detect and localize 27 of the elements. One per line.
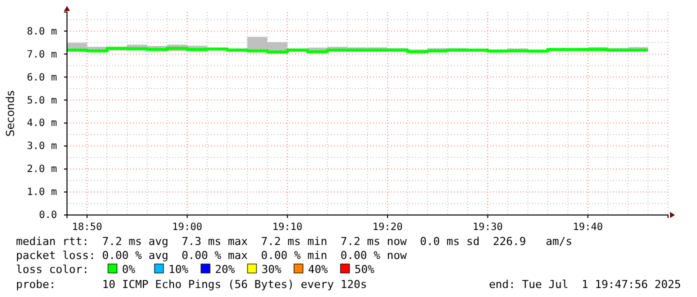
y-tick-label: 7.0 m bbox=[26, 49, 57, 60]
text: probe: 10 ICMP Echo Pings (56 Bytes) every 120s bbox=[16, 278, 367, 291]
y-tick-label: 5.0 m bbox=[26, 95, 57, 106]
text: packet loss: 0.00 % avg 0.00 % max 0.00 % min 0.00 % now bbox=[16, 249, 408, 262]
x-tick-label: 19:10 bbox=[272, 222, 302, 233]
y-tick-label: 2.0 m bbox=[26, 164, 57, 176]
x-tick-label: 19:00 bbox=[172, 222, 202, 233]
text: 30% bbox=[262, 263, 282, 276]
y-tick-label: 4.0 m bbox=[26, 118, 57, 130]
x-tick-label: 19:30 bbox=[472, 222, 503, 233]
text: median rtt: 7.2 ms avg 7.3 ms max 7.2 ms min 7.2 ms now 0.0 ms sd 226.9 am/s bbox=[16, 235, 572, 248]
y-tick-label: 0.0 bbox=[38, 210, 57, 222]
y-axis-title: Seconds bbox=[4, 90, 17, 137]
y-tick-label: 3.0 m bbox=[26, 141, 57, 152]
text: loss color: bbox=[16, 263, 89, 276]
text: 10% bbox=[168, 263, 189, 276]
text: 20% bbox=[215, 263, 236, 276]
y-tick-label: 8.0 m bbox=[26, 26, 57, 38]
text: 50% bbox=[354, 263, 375, 276]
x-tick-label: 19:40 bbox=[572, 222, 603, 233]
y-tick-label: 1.0 m bbox=[26, 187, 57, 198]
text: end: Tue Jul 1 19:47:56 2025 bbox=[488, 278, 681, 291]
x-tick-label: 18:50 bbox=[72, 222, 102, 233]
x-tick-label: 19:20 bbox=[372, 222, 403, 233]
text: 0% bbox=[122, 263, 136, 276]
y-tick-label: 6.0 m bbox=[26, 72, 57, 84]
text: 40% bbox=[308, 263, 328, 276]
